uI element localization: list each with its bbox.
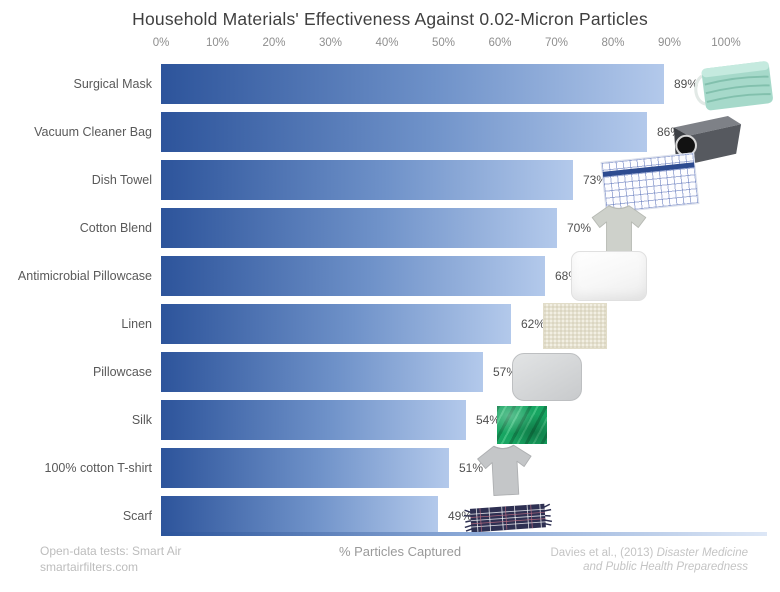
x-axis-baseline (161, 532, 767, 536)
x-tick-20: 20% (262, 37, 286, 49)
category-label-pillowcase: Pillowcase (92, 365, 152, 379)
bar-antimicrobial-pillowcase (161, 256, 545, 296)
category-label-scarf: Scarf (122, 509, 152, 523)
antimicrobial-pillowcase-image-icon (571, 251, 647, 301)
bar-vacuum-cleaner-bag (161, 112, 647, 152)
x-tick-30: 30% (318, 37, 343, 49)
green-silk-image-icon (497, 406, 547, 444)
value-label-pillowcase: 57% (493, 365, 518, 379)
cotton-tshirt-image-icon (470, 442, 540, 498)
category-label-dish-towel: Dish Towel (91, 173, 152, 187)
value-label-surgical-mask: 89% (674, 77, 699, 91)
category-label-vacuum-cleaner-bag: Vacuum Cleaner Bag (34, 125, 152, 139)
value-label-linen: 62% (521, 317, 546, 331)
citation-line-1: Davies et al., (2013) Disaster Medicine (550, 547, 748, 559)
source-url: smartairfilters.com (40, 560, 139, 574)
x-tick-70: 70% (544, 37, 569, 49)
x-axis-label: % Particles Captured (338, 544, 462, 559)
bar-scarf (161, 496, 438, 536)
bar-silk (161, 400, 466, 440)
value-label-dish-towel: 73% (583, 173, 608, 187)
bar-surgical-mask (161, 64, 664, 104)
gray-pillowcase-image-icon (512, 353, 582, 401)
value-label-cotton-blend: 70% (567, 221, 592, 235)
bar-dish-towel (161, 160, 573, 200)
plaid-scarf-image-icon (461, 499, 555, 539)
x-tick-10: 10% (205, 37, 230, 49)
x-tick-90: 90% (657, 37, 682, 49)
value-label-silk: 54% (476, 413, 501, 427)
bar-linen (161, 304, 511, 344)
citation: Davies et al., (2013) Disaster Medicine … (550, 546, 748, 574)
value-label-100-cotton-t-shirt: 51% (459, 461, 484, 475)
bar-100-cotton-t-shirt (161, 448, 449, 488)
value-label-scarf: 49% (448, 509, 473, 523)
linen-fabric-image-icon (543, 303, 607, 349)
cotton-blend-tshirt-image-icon (582, 202, 656, 258)
x-tick-40: 40% (375, 37, 399, 49)
source-text: Open-data tests: Smart Air (40, 544, 182, 558)
citation-line-2: and Public Health Preparedness (583, 561, 748, 573)
chart-title: Household Materials' Effectiveness Again… (132, 9, 648, 29)
category-label-surgical-mask: Surgical Mask (73, 77, 153, 91)
surgical-mask-image-icon (692, 56, 780, 116)
x-tick-0: 0% (152, 37, 170, 49)
bar-pillowcase (161, 352, 483, 392)
category-label-100-cotton-t-shirt: 100% cotton T-shirt (44, 461, 152, 475)
category-label-silk: Silk (131, 413, 152, 427)
category-label-linen: Linen (121, 317, 152, 331)
category-label-cotton-blend: Cotton Blend (79, 221, 152, 235)
x-tick-100: 100% (711, 37, 741, 49)
x-tick-50: 50% (431, 37, 456, 49)
x-tick-60: 60% (488, 37, 512, 49)
bar-cotton-blend (161, 208, 557, 248)
data-source: Open-data tests: Smart Air smartairfilte… (40, 543, 181, 575)
category-label-antimicrobial-pillowcase: Antimicrobial Pillowcase (17, 269, 152, 283)
x-tick-80: 80% (601, 37, 625, 49)
